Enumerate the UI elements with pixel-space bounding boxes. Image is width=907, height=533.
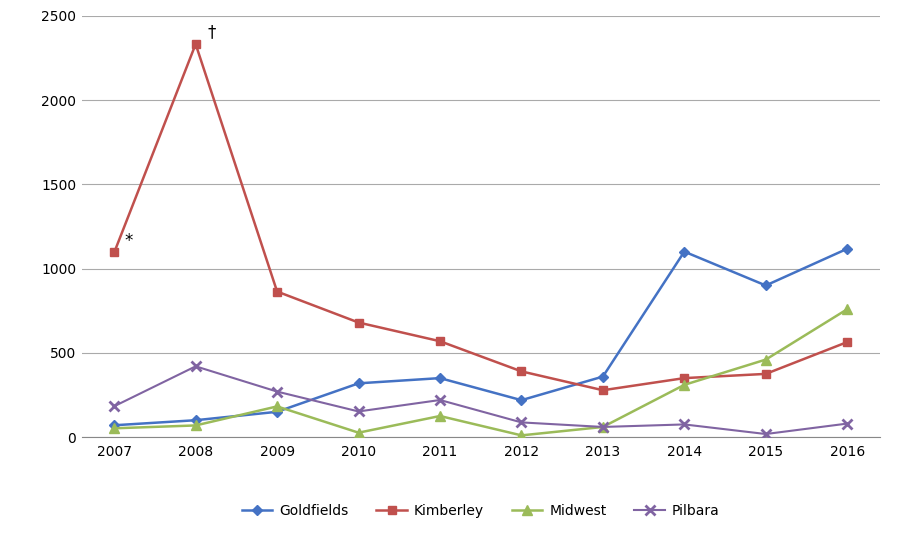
Midwest <box>109 425 120 432</box>
Midwest <box>516 432 527 439</box>
Midwest <box>353 430 364 436</box>
Goldfields <box>190 417 201 423</box>
Text: †: † <box>208 23 216 42</box>
Kimberley <box>516 368 527 375</box>
Pilbara <box>109 403 120 409</box>
Line: Goldfields: Goldfields <box>111 245 851 429</box>
Midwest <box>598 424 609 430</box>
Midwest <box>434 413 445 419</box>
Midwest <box>678 382 689 388</box>
Pilbara <box>760 431 771 437</box>
Kimberley <box>190 41 201 47</box>
Line: Pilbara: Pilbara <box>110 361 852 439</box>
Goldfields <box>434 375 445 381</box>
Text: *: * <box>124 232 132 250</box>
Kimberley <box>109 249 120 256</box>
Goldfields <box>272 409 283 415</box>
Kimberley <box>760 371 771 377</box>
Pilbara <box>434 397 445 403</box>
Line: Kimberley: Kimberley <box>110 40 852 394</box>
Kimberley <box>434 338 445 344</box>
Goldfields <box>516 397 527 403</box>
Kimberley <box>353 319 364 326</box>
Pilbara <box>678 421 689 427</box>
Midwest <box>272 403 283 409</box>
Kimberley <box>598 387 609 393</box>
Pilbara <box>516 419 527 426</box>
Midwest <box>760 357 771 363</box>
Goldfields <box>760 282 771 289</box>
Pilbara <box>598 424 609 430</box>
Kimberley <box>678 375 689 381</box>
Kimberley <box>842 339 853 345</box>
Midwest <box>190 422 201 429</box>
Midwest <box>842 306 853 312</box>
Goldfields <box>353 380 364 386</box>
Legend: Goldfields, Kimberley, Midwest, Pilbara: Goldfields, Kimberley, Midwest, Pilbara <box>237 499 725 524</box>
Goldfields <box>109 422 120 429</box>
Kimberley <box>272 288 283 295</box>
Pilbara <box>190 363 201 369</box>
Pilbara <box>842 421 853 427</box>
Goldfields <box>678 248 689 255</box>
Goldfields <box>598 374 609 380</box>
Line: Midwest: Midwest <box>110 305 852 440</box>
Goldfields <box>842 246 853 252</box>
Pilbara <box>353 408 364 415</box>
Pilbara <box>272 389 283 395</box>
